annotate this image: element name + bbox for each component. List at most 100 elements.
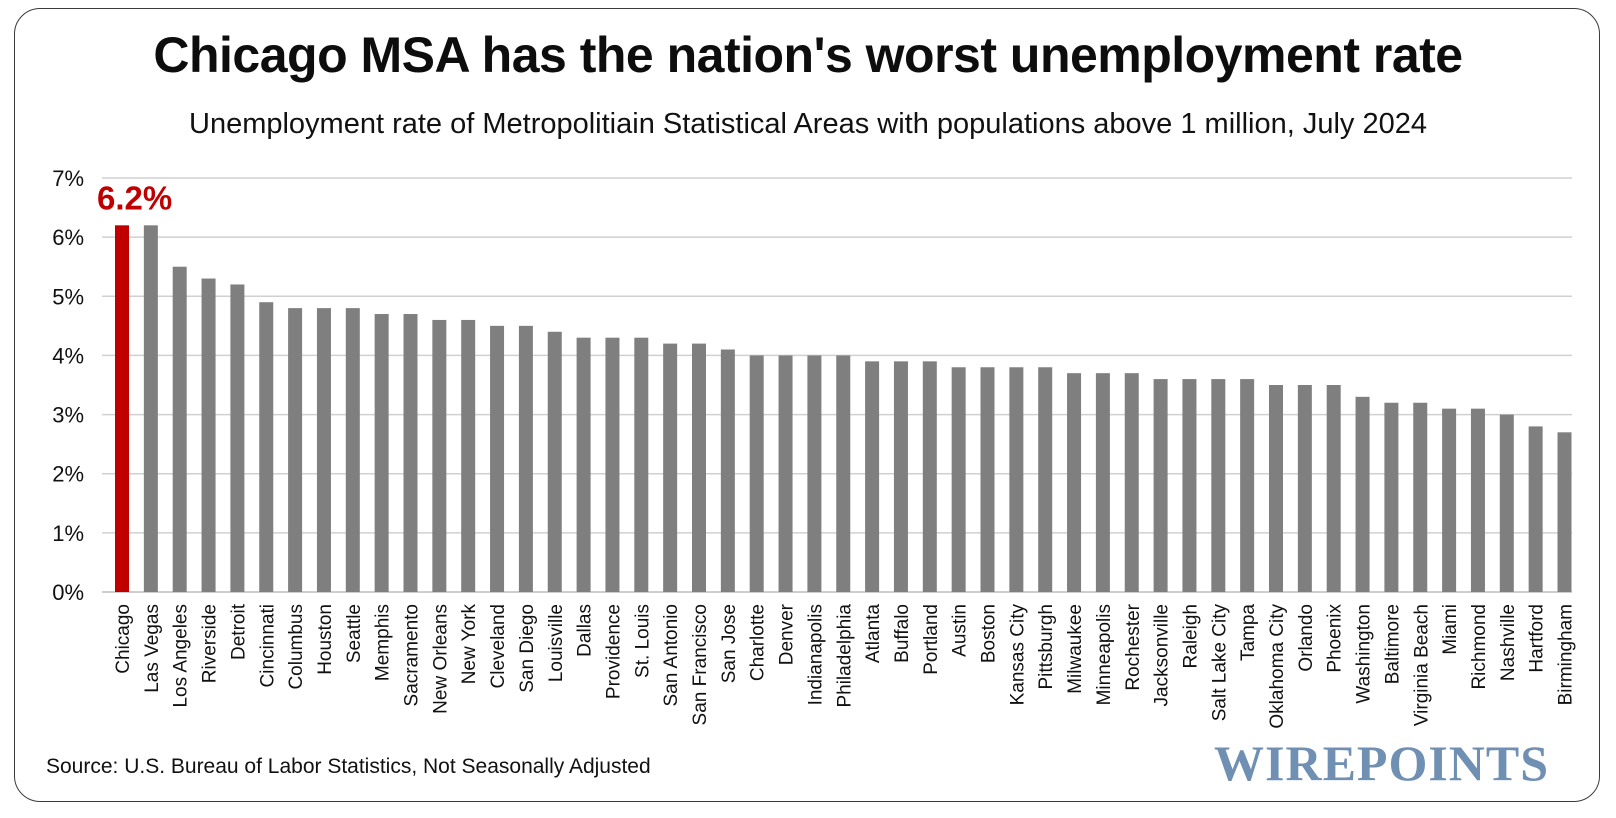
- x-tick-label: San Francisco: [690, 604, 711, 725]
- bar-minneapolis: [1095, 373, 1110, 592]
- bar-chicago: [115, 225, 129, 593]
- x-tick-label: Riverside: [200, 604, 221, 683]
- bar-tampa: [1240, 379, 1255, 592]
- x-tick-label: Los Angeles: [171, 604, 192, 708]
- bar-indianapolis: [807, 355, 822, 592]
- bar-los-angeles: [172, 266, 187, 592]
- bar-philadelphia: [836, 355, 851, 592]
- x-tick-label: Milwaukee: [1065, 604, 1086, 694]
- bar-riverside: [201, 278, 216, 592]
- bar-denver: [778, 355, 793, 592]
- x-tick-label: Oklahoma City: [1267, 604, 1288, 729]
- y-tick-label: 0%: [52, 580, 84, 605]
- bar-louisville: [547, 331, 562, 592]
- bar-new-york: [461, 319, 476, 592]
- bar-cleveland: [490, 325, 505, 592]
- bar-portland: [922, 361, 937, 592]
- bar-houston: [316, 308, 331, 592]
- bar-washington: [1355, 396, 1370, 592]
- bar-orlando: [1297, 385, 1312, 592]
- bar-atlanta: [865, 361, 880, 592]
- x-tick-label: Orlando: [1296, 604, 1317, 672]
- bar-san-antonio: [663, 343, 678, 592]
- wirepoints-logo: WIREPOINTS: [1214, 735, 1550, 791]
- bar-seattle: [345, 308, 360, 592]
- x-tick-label: New Orleans: [430, 604, 451, 714]
- x-tick-label: Baltimore: [1382, 604, 1403, 684]
- bar-san-diego: [518, 325, 533, 592]
- y-tick-label: 4%: [52, 343, 84, 368]
- chart-subtitle: Unemployment rate of Metropolitiain Stat…: [189, 108, 1427, 140]
- x-tick-label: Pittsburgh: [1036, 604, 1057, 690]
- x-tick-label: Philadelphia: [834, 604, 855, 708]
- x-tick-label: Salt Lake City: [1209, 604, 1230, 722]
- bar-charlotte: [749, 355, 764, 592]
- x-tick-label: San Antonio: [661, 604, 682, 706]
- x-tick-label: Austin: [950, 604, 971, 657]
- bar-raleigh: [1182, 379, 1197, 592]
- x-tick-label: Rochester: [1123, 603, 1144, 690]
- x-tick-label: Portland: [921, 604, 942, 675]
- x-tick-label: San Jose: [719, 604, 740, 683]
- x-tick-label: Cincinnati: [257, 604, 278, 687]
- y-tick-label: 3%: [52, 403, 84, 428]
- x-tick-label: Nashville: [1498, 604, 1519, 681]
- bar-buffalo: [893, 361, 908, 592]
- x-tick-label: Kansas City: [1007, 604, 1028, 706]
- x-tick-label: Richmond: [1469, 604, 1490, 690]
- bar-columbus: [288, 308, 303, 592]
- bar-rochester: [1124, 373, 1139, 592]
- x-tick-label: Minneapolis: [1094, 604, 1115, 705]
- x-tick-label: Phoenix: [1325, 604, 1346, 673]
- x-tick-label: Dallas: [575, 604, 596, 657]
- chart-title: Chicago MSA has the nation's worst unemp…: [153, 27, 1463, 83]
- y-tick-label: 5%: [52, 284, 84, 309]
- bar-dallas: [576, 337, 591, 592]
- bar-detroit: [230, 284, 245, 592]
- bar-phoenix: [1326, 385, 1341, 592]
- bar-miami: [1442, 408, 1457, 592]
- x-tick-label: Louisville: [546, 604, 567, 682]
- x-tick-label: Denver: [777, 603, 798, 665]
- bar-austin: [951, 367, 966, 592]
- y-tick-label: 7%: [52, 166, 84, 191]
- x-tick-label: Indianapolis: [805, 604, 826, 705]
- x-tick-label: Cleveland: [488, 604, 509, 689]
- highlight-value-label: 6.2%: [97, 179, 172, 216]
- x-tick-label: Buffalo: [892, 604, 913, 663]
- x-tick-label: Miami: [1440, 604, 1461, 655]
- bar-nashville: [1499, 414, 1514, 592]
- x-tick-label: Chicago: [113, 604, 134, 674]
- bar-milwaukee: [1067, 373, 1082, 592]
- x-tick-label: Jacksonville: [1152, 604, 1173, 706]
- bar-providence: [605, 337, 620, 592]
- x-tick-label: Atlanta: [863, 604, 884, 664]
- x-tick-label: Providence: [603, 604, 624, 699]
- x-tick-label: St. Louis: [632, 604, 653, 678]
- bar-richmond: [1470, 408, 1485, 592]
- bar-pittsburgh: [1038, 367, 1053, 592]
- x-tick-label: Raleigh: [1180, 604, 1201, 668]
- y-tick-label: 6%: [52, 225, 84, 250]
- bar-san-jose: [720, 349, 735, 592]
- bar-boston: [980, 367, 995, 592]
- bar-hartford: [1528, 426, 1543, 592]
- source-note: Source: U.S. Bureau of Labor Statistics,…: [46, 755, 651, 778]
- x-tick-label: Tampa: [1238, 604, 1259, 661]
- x-tick-label: Columbus: [286, 604, 307, 690]
- x-tick-label: Seattle: [344, 604, 365, 663]
- bar-oklahoma-city: [1269, 385, 1283, 592]
- x-tick-label: Houston: [315, 604, 336, 675]
- x-tick-label: Virginia Beach: [1411, 604, 1432, 726]
- x-tick-label: Memphis: [373, 604, 394, 681]
- y-tick-label: 1%: [52, 521, 84, 546]
- bar-baltimore: [1384, 402, 1399, 592]
- x-tick-label: New York: [459, 604, 480, 685]
- x-tick-label: Sacramento: [402, 604, 423, 706]
- x-tick-label: Hartford: [1527, 604, 1548, 673]
- bar-st-louis: [634, 337, 649, 592]
- bar-kansas-city: [1009, 367, 1024, 592]
- bar-virginia-beach: [1413, 402, 1428, 592]
- bar-san-francisco: [692, 343, 706, 592]
- bar-las-vegas: [143, 225, 158, 593]
